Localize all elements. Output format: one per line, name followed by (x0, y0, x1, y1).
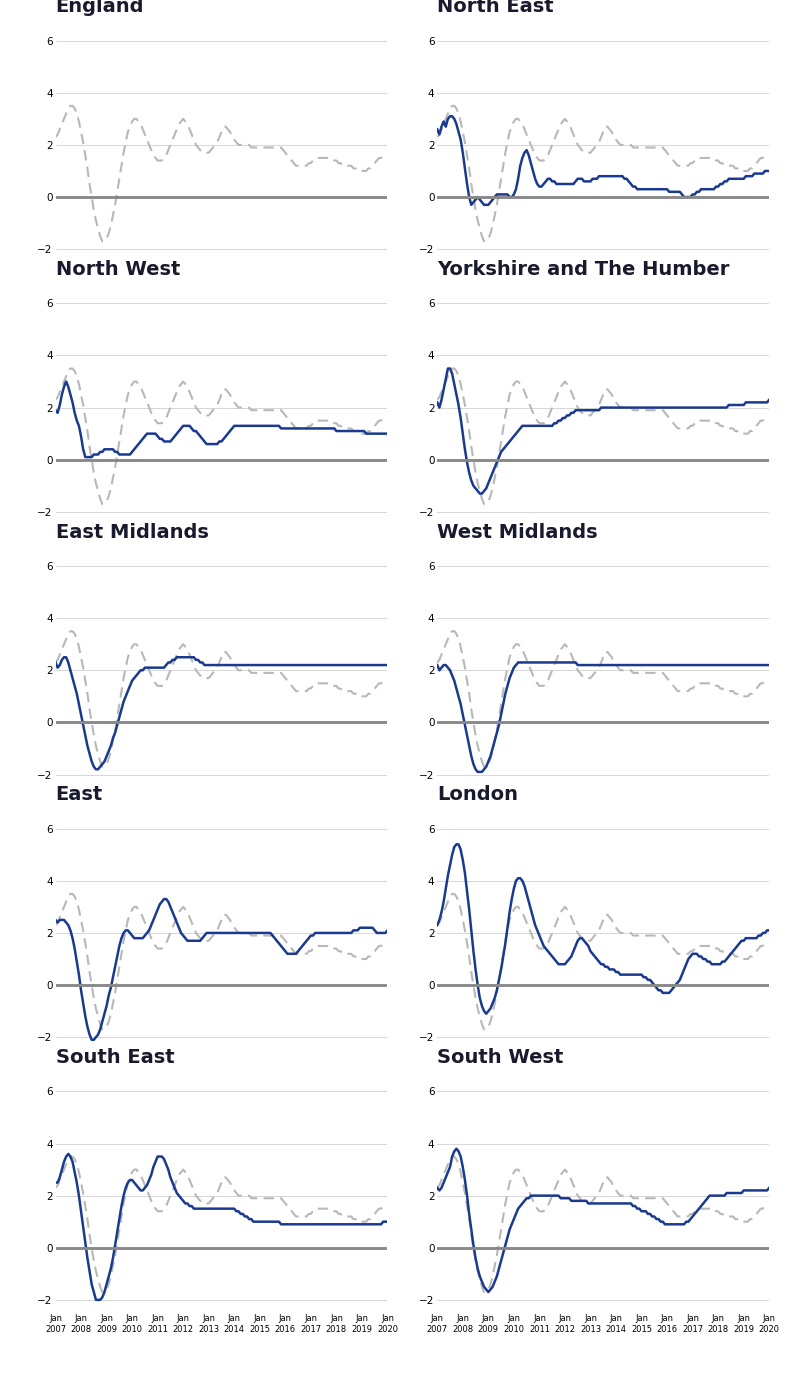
Text: Yorkshire and The Humber: Yorkshire and The Humber (437, 260, 730, 279)
Text: England: England (56, 0, 144, 17)
Text: South East: South East (56, 1048, 174, 1067)
Text: East Midlands: East Midlands (56, 522, 209, 542)
Text: East: East (56, 785, 103, 804)
Text: West Midlands: West Midlands (437, 522, 598, 542)
Text: London: London (437, 785, 519, 804)
Text: South West: South West (437, 1048, 564, 1067)
Text: North East: North East (437, 0, 554, 17)
Text: North West: North West (56, 260, 180, 279)
